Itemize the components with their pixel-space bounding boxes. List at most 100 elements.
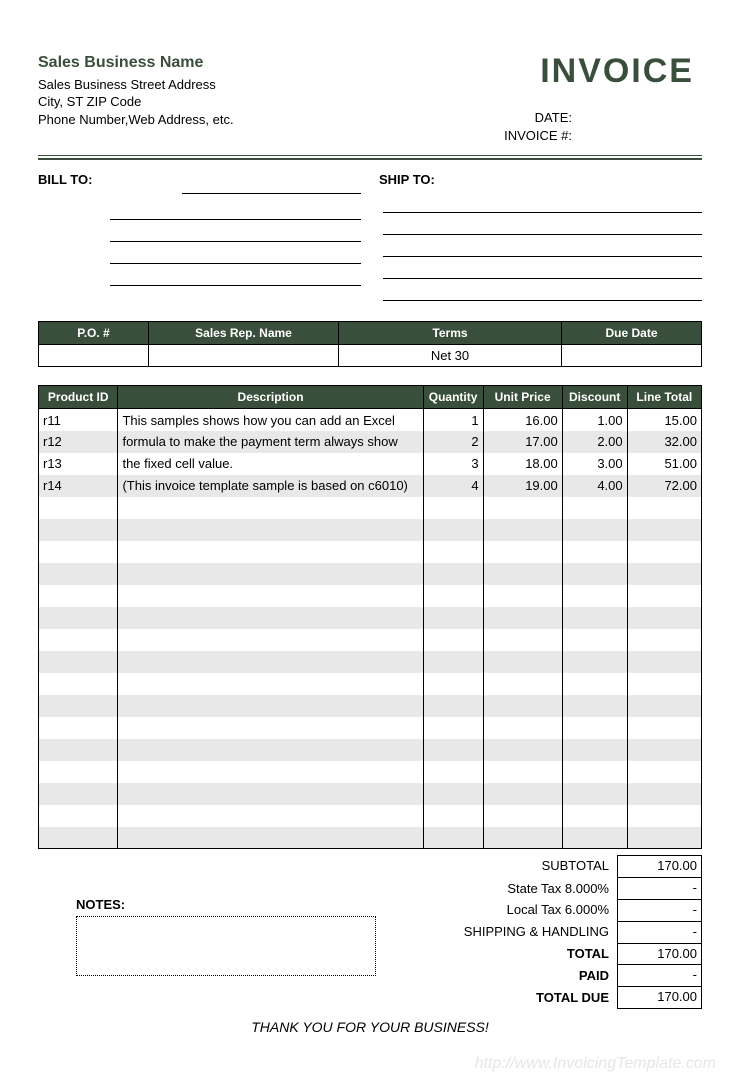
- item-price[interactable]: [483, 607, 562, 629]
- item-disc[interactable]: [562, 607, 627, 629]
- item-total[interactable]: [627, 717, 701, 739]
- notes-box[interactable]: [76, 916, 376, 976]
- item-disc[interactable]: 4.00: [562, 475, 627, 497]
- item-pid[interactable]: [39, 717, 118, 739]
- item-total[interactable]: [627, 673, 701, 695]
- item-total[interactable]: [627, 651, 701, 673]
- item-qty[interactable]: [423, 739, 483, 761]
- ship-to-line[interactable]: [383, 257, 702, 279]
- item-desc[interactable]: [118, 607, 423, 629]
- item-disc[interactable]: [562, 717, 627, 739]
- item-desc[interactable]: (This invoice template sample is based o…: [118, 475, 423, 497]
- item-price[interactable]: [483, 805, 562, 827]
- item-price[interactable]: 18.00: [483, 453, 562, 475]
- item-disc[interactable]: [562, 585, 627, 607]
- item-total[interactable]: [627, 827, 701, 849]
- item-qty[interactable]: [423, 805, 483, 827]
- item-qty[interactable]: 1: [423, 409, 483, 431]
- item-disc[interactable]: [562, 629, 627, 651]
- item-pid[interactable]: [39, 805, 118, 827]
- item-desc[interactable]: [118, 695, 423, 717]
- item-desc[interactable]: the fixed cell value.: [118, 453, 423, 475]
- item-disc[interactable]: [562, 739, 627, 761]
- item-desc[interactable]: [118, 519, 423, 541]
- item-pid[interactable]: [39, 629, 118, 651]
- item-disc[interactable]: [562, 651, 627, 673]
- item-qty[interactable]: [423, 541, 483, 563]
- item-pid[interactable]: [39, 651, 118, 673]
- item-total[interactable]: 32.00: [627, 431, 701, 453]
- item-price[interactable]: 19.00: [483, 475, 562, 497]
- item-total[interactable]: [627, 519, 701, 541]
- item-total[interactable]: [627, 563, 701, 585]
- item-price[interactable]: [483, 541, 562, 563]
- item-disc[interactable]: [562, 497, 627, 519]
- item-qty[interactable]: 2: [423, 431, 483, 453]
- item-price[interactable]: [483, 717, 562, 739]
- item-desc[interactable]: [118, 585, 423, 607]
- item-qty[interactable]: [423, 761, 483, 783]
- item-pid[interactable]: [39, 585, 118, 607]
- item-total[interactable]: [627, 761, 701, 783]
- item-disc[interactable]: [562, 673, 627, 695]
- item-desc[interactable]: [118, 783, 423, 805]
- item-qty[interactable]: [423, 497, 483, 519]
- item-disc[interactable]: [562, 563, 627, 585]
- item-desc[interactable]: [118, 673, 423, 695]
- item-price[interactable]: [483, 629, 562, 651]
- item-qty[interactable]: [423, 651, 483, 673]
- item-total[interactable]: [627, 695, 701, 717]
- item-disc[interactable]: [562, 541, 627, 563]
- bill-to-line[interactable]: [110, 264, 361, 286]
- item-price[interactable]: [483, 563, 562, 585]
- item-total[interactable]: 72.00: [627, 475, 701, 497]
- bill-to-line[interactable]: [110, 198, 361, 220]
- item-total[interactable]: 51.00: [627, 453, 701, 475]
- item-price[interactable]: [483, 827, 562, 849]
- item-qty[interactable]: [423, 629, 483, 651]
- item-total[interactable]: [627, 629, 701, 651]
- item-price[interactable]: 17.00: [483, 431, 562, 453]
- item-total[interactable]: [627, 585, 701, 607]
- item-price[interactable]: 16.00: [483, 409, 562, 431]
- item-pid[interactable]: r12: [39, 431, 118, 453]
- item-desc[interactable]: [118, 629, 423, 651]
- item-price[interactable]: [483, 761, 562, 783]
- item-total[interactable]: 15.00: [627, 409, 701, 431]
- ship-to-line[interactable]: [383, 191, 702, 213]
- item-qty[interactable]: [423, 827, 483, 849]
- item-desc[interactable]: [118, 805, 423, 827]
- item-total[interactable]: [627, 805, 701, 827]
- item-qty[interactable]: [423, 519, 483, 541]
- item-desc[interactable]: [118, 651, 423, 673]
- item-desc[interactable]: This samples shows how you can add an Ex…: [118, 409, 423, 431]
- item-pid[interactable]: [39, 695, 118, 717]
- order-value-po[interactable]: [39, 345, 149, 367]
- item-total[interactable]: [627, 497, 701, 519]
- item-qty[interactable]: 3: [423, 453, 483, 475]
- item-qty[interactable]: [423, 607, 483, 629]
- item-qty[interactable]: [423, 673, 483, 695]
- item-pid[interactable]: [39, 783, 118, 805]
- item-pid[interactable]: r11: [39, 409, 118, 431]
- item-pid[interactable]: [39, 827, 118, 849]
- item-disc[interactable]: [562, 761, 627, 783]
- ship-to-line[interactable]: [383, 213, 702, 235]
- item-pid[interactable]: [39, 607, 118, 629]
- item-desc[interactable]: [118, 761, 423, 783]
- item-price[interactable]: [483, 739, 562, 761]
- ship-to-line[interactable]: [383, 279, 702, 301]
- item-pid[interactable]: [39, 563, 118, 585]
- item-price[interactable]: [483, 519, 562, 541]
- item-desc[interactable]: [118, 717, 423, 739]
- item-total[interactable]: [627, 607, 701, 629]
- bill-to-line[interactable]: [182, 172, 361, 194]
- item-pid[interactable]: r14: [39, 475, 118, 497]
- item-disc[interactable]: [562, 827, 627, 849]
- bill-to-line[interactable]: [110, 220, 361, 242]
- item-qty[interactable]: [423, 783, 483, 805]
- item-desc[interactable]: formula to make the payment term always …: [118, 431, 423, 453]
- item-total[interactable]: [627, 783, 701, 805]
- item-price[interactable]: [483, 673, 562, 695]
- item-price[interactable]: [483, 497, 562, 519]
